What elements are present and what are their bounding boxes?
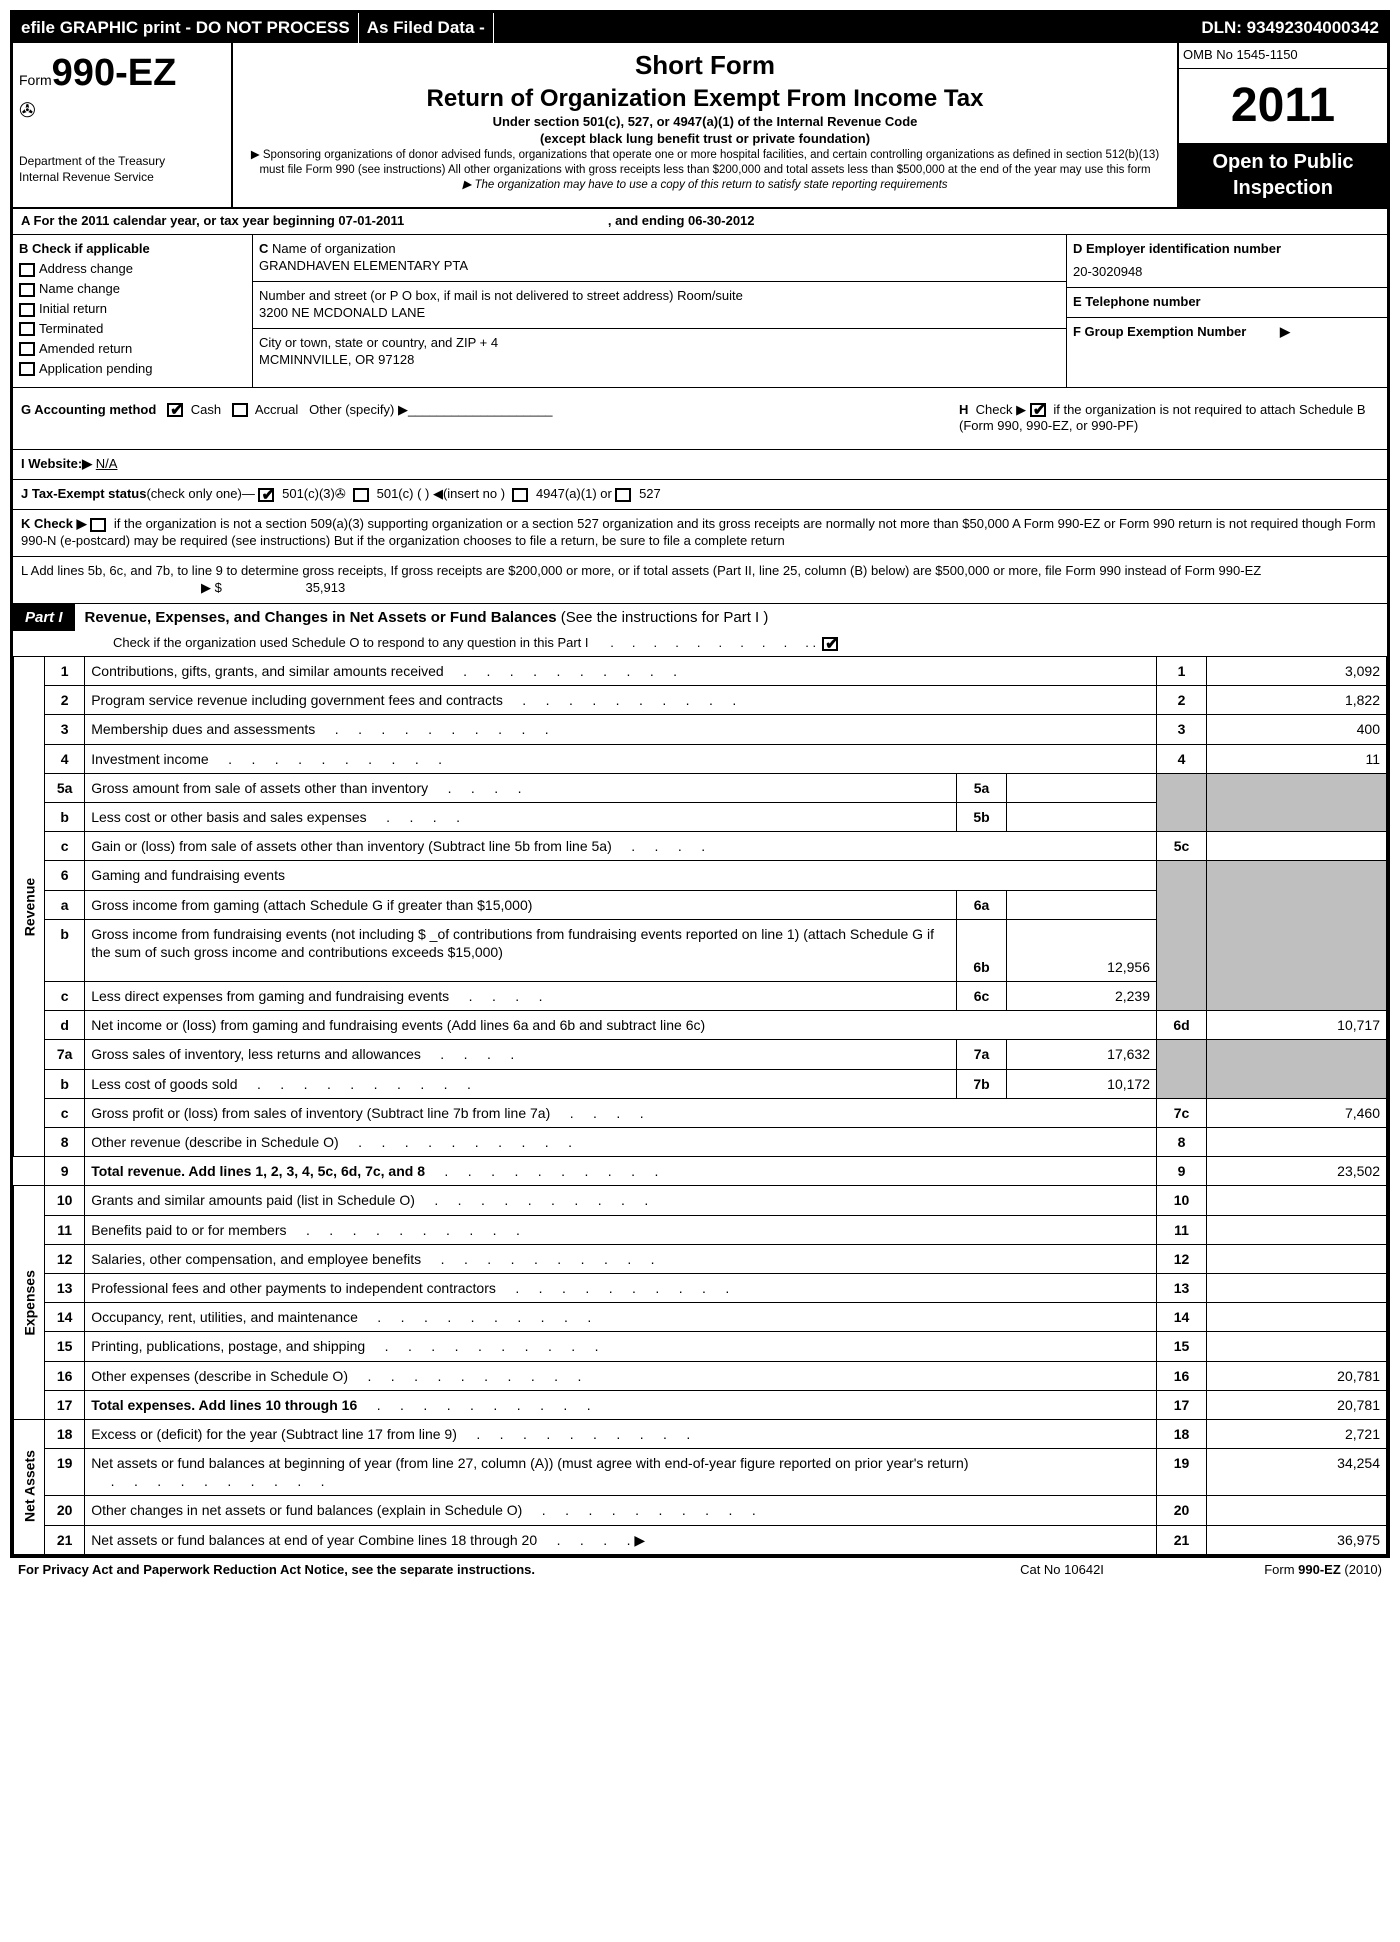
under-section: Under section 501(c), 527, or 4947(a)(1)… xyxy=(239,114,1171,131)
line2-amount: 1,822 xyxy=(1207,686,1387,715)
chk-501c3[interactable] xyxy=(258,488,274,502)
chk-527[interactable] xyxy=(615,488,631,502)
expenses-side: Expenses xyxy=(14,1186,45,1420)
line7b-val: 10,172 xyxy=(1007,1069,1157,1098)
chk-initial-return[interactable] xyxy=(19,303,35,317)
chk-app-pending[interactable] xyxy=(19,362,35,376)
netassets-side: Net Assets xyxy=(14,1419,45,1554)
chk-k[interactable] xyxy=(90,518,106,532)
chk-h[interactable] xyxy=(1030,403,1046,417)
chk-4947[interactable] xyxy=(512,488,528,502)
line6c-val: 2,239 xyxy=(1007,982,1157,1011)
top-bar: efile GRAPHIC print - DO NOT PROCESS As … xyxy=(13,13,1387,43)
line6b-val: 12,956 xyxy=(1007,919,1157,981)
asfiled-label: As Filed Data - xyxy=(359,13,494,43)
part1-header: Part I Revenue, Expenses, and Changes in… xyxy=(13,604,1387,632)
org-name: GRANDHAVEN ELEMENTARY PTA xyxy=(259,258,1060,275)
gh-row: G Accounting method Cash Accrual Other (… xyxy=(13,388,1387,451)
line3-amount: 400 xyxy=(1207,715,1387,744)
footer: For Privacy Act and Paperwork Reduction … xyxy=(10,1558,1390,1583)
short-form-title: Short Form xyxy=(239,49,1171,83)
gross-receipts: 35,913 xyxy=(305,580,345,595)
except-text: (except black lung benefit trust or priv… xyxy=(239,131,1171,148)
line17-amount: 20,781 xyxy=(1207,1390,1387,1419)
copy-text: The organization may have to use a copy … xyxy=(239,178,1171,193)
omb-label: OMB No 1545-1150 xyxy=(1179,43,1387,69)
open-public: Open to Public xyxy=(1185,149,1381,175)
ein: 20-3020948 xyxy=(1073,258,1381,281)
chk-amended[interactable] xyxy=(19,342,35,356)
i-row: I Website:▶ N/A xyxy=(13,450,1387,480)
chk-terminated[interactable] xyxy=(19,322,35,336)
chk-part1-schedule-o[interactable] xyxy=(822,637,838,651)
form-number: 990-EZ xyxy=(52,52,177,94)
line18-amount: 2,721 xyxy=(1207,1419,1387,1448)
line1-amount: 3,092 xyxy=(1207,657,1387,686)
chk-501c[interactable] xyxy=(353,488,369,502)
line7c-amount: 7,460 xyxy=(1207,1098,1387,1127)
l-row: L Add lines 5b, 6c, and 7b, to line 9 to… xyxy=(13,557,1387,604)
line21-amount: 36,975 xyxy=(1207,1525,1387,1554)
section-bcd: B Check if applicable Address change Nam… xyxy=(13,235,1387,387)
return-title: Return of Organization Exempt From Incom… xyxy=(239,83,1171,114)
irs-label: Internal Revenue Service xyxy=(19,170,225,186)
j-row: J Tax-Exempt status(check only one)— 501… xyxy=(13,480,1387,510)
line4-amount: 11 xyxy=(1207,744,1387,773)
dln-label: DLN: 93492304000342 xyxy=(1193,13,1387,43)
line7a-val: 17,632 xyxy=(1007,1040,1157,1069)
form-prefix: Form xyxy=(19,72,52,88)
org-city: MCMINNVILLE, OR 97128 xyxy=(259,352,1060,369)
line16-amount: 20,781 xyxy=(1207,1361,1387,1390)
inspection: Inspection xyxy=(1185,175,1381,201)
dept-label: Department of the Treasury xyxy=(19,154,225,170)
chk-address-change[interactable] xyxy=(19,263,35,277)
chk-name-change[interactable] xyxy=(19,283,35,297)
revenue-side: Revenue xyxy=(14,657,45,1157)
org-street: 3200 NE MCDONALD LANE xyxy=(259,305,1060,322)
k-row: K Check ▶ if the organization is not a s… xyxy=(13,510,1387,557)
tax-year: 2011 xyxy=(1179,69,1387,143)
website: N/A xyxy=(96,456,118,471)
line9-amount: 23,502 xyxy=(1207,1157,1387,1186)
section-a: A For the 2011 calendar year, or tax yea… xyxy=(13,209,1387,235)
chk-accrual[interactable] xyxy=(232,403,248,417)
chk-cash[interactable] xyxy=(167,403,183,417)
line19-amount: 34,254 xyxy=(1207,1449,1387,1496)
line6d-amount: 10,717 xyxy=(1207,1011,1387,1040)
sponsor-text: Sponsoring organizations of donor advise… xyxy=(239,148,1171,178)
efile-label: efile GRAPHIC print - DO NOT PROCESS xyxy=(13,13,359,43)
form-header: Form990-EZ ✇ Department of the Treasury … xyxy=(13,43,1387,209)
part1-table: Revenue 1 Contributions, gifts, grants, … xyxy=(13,656,1387,1555)
